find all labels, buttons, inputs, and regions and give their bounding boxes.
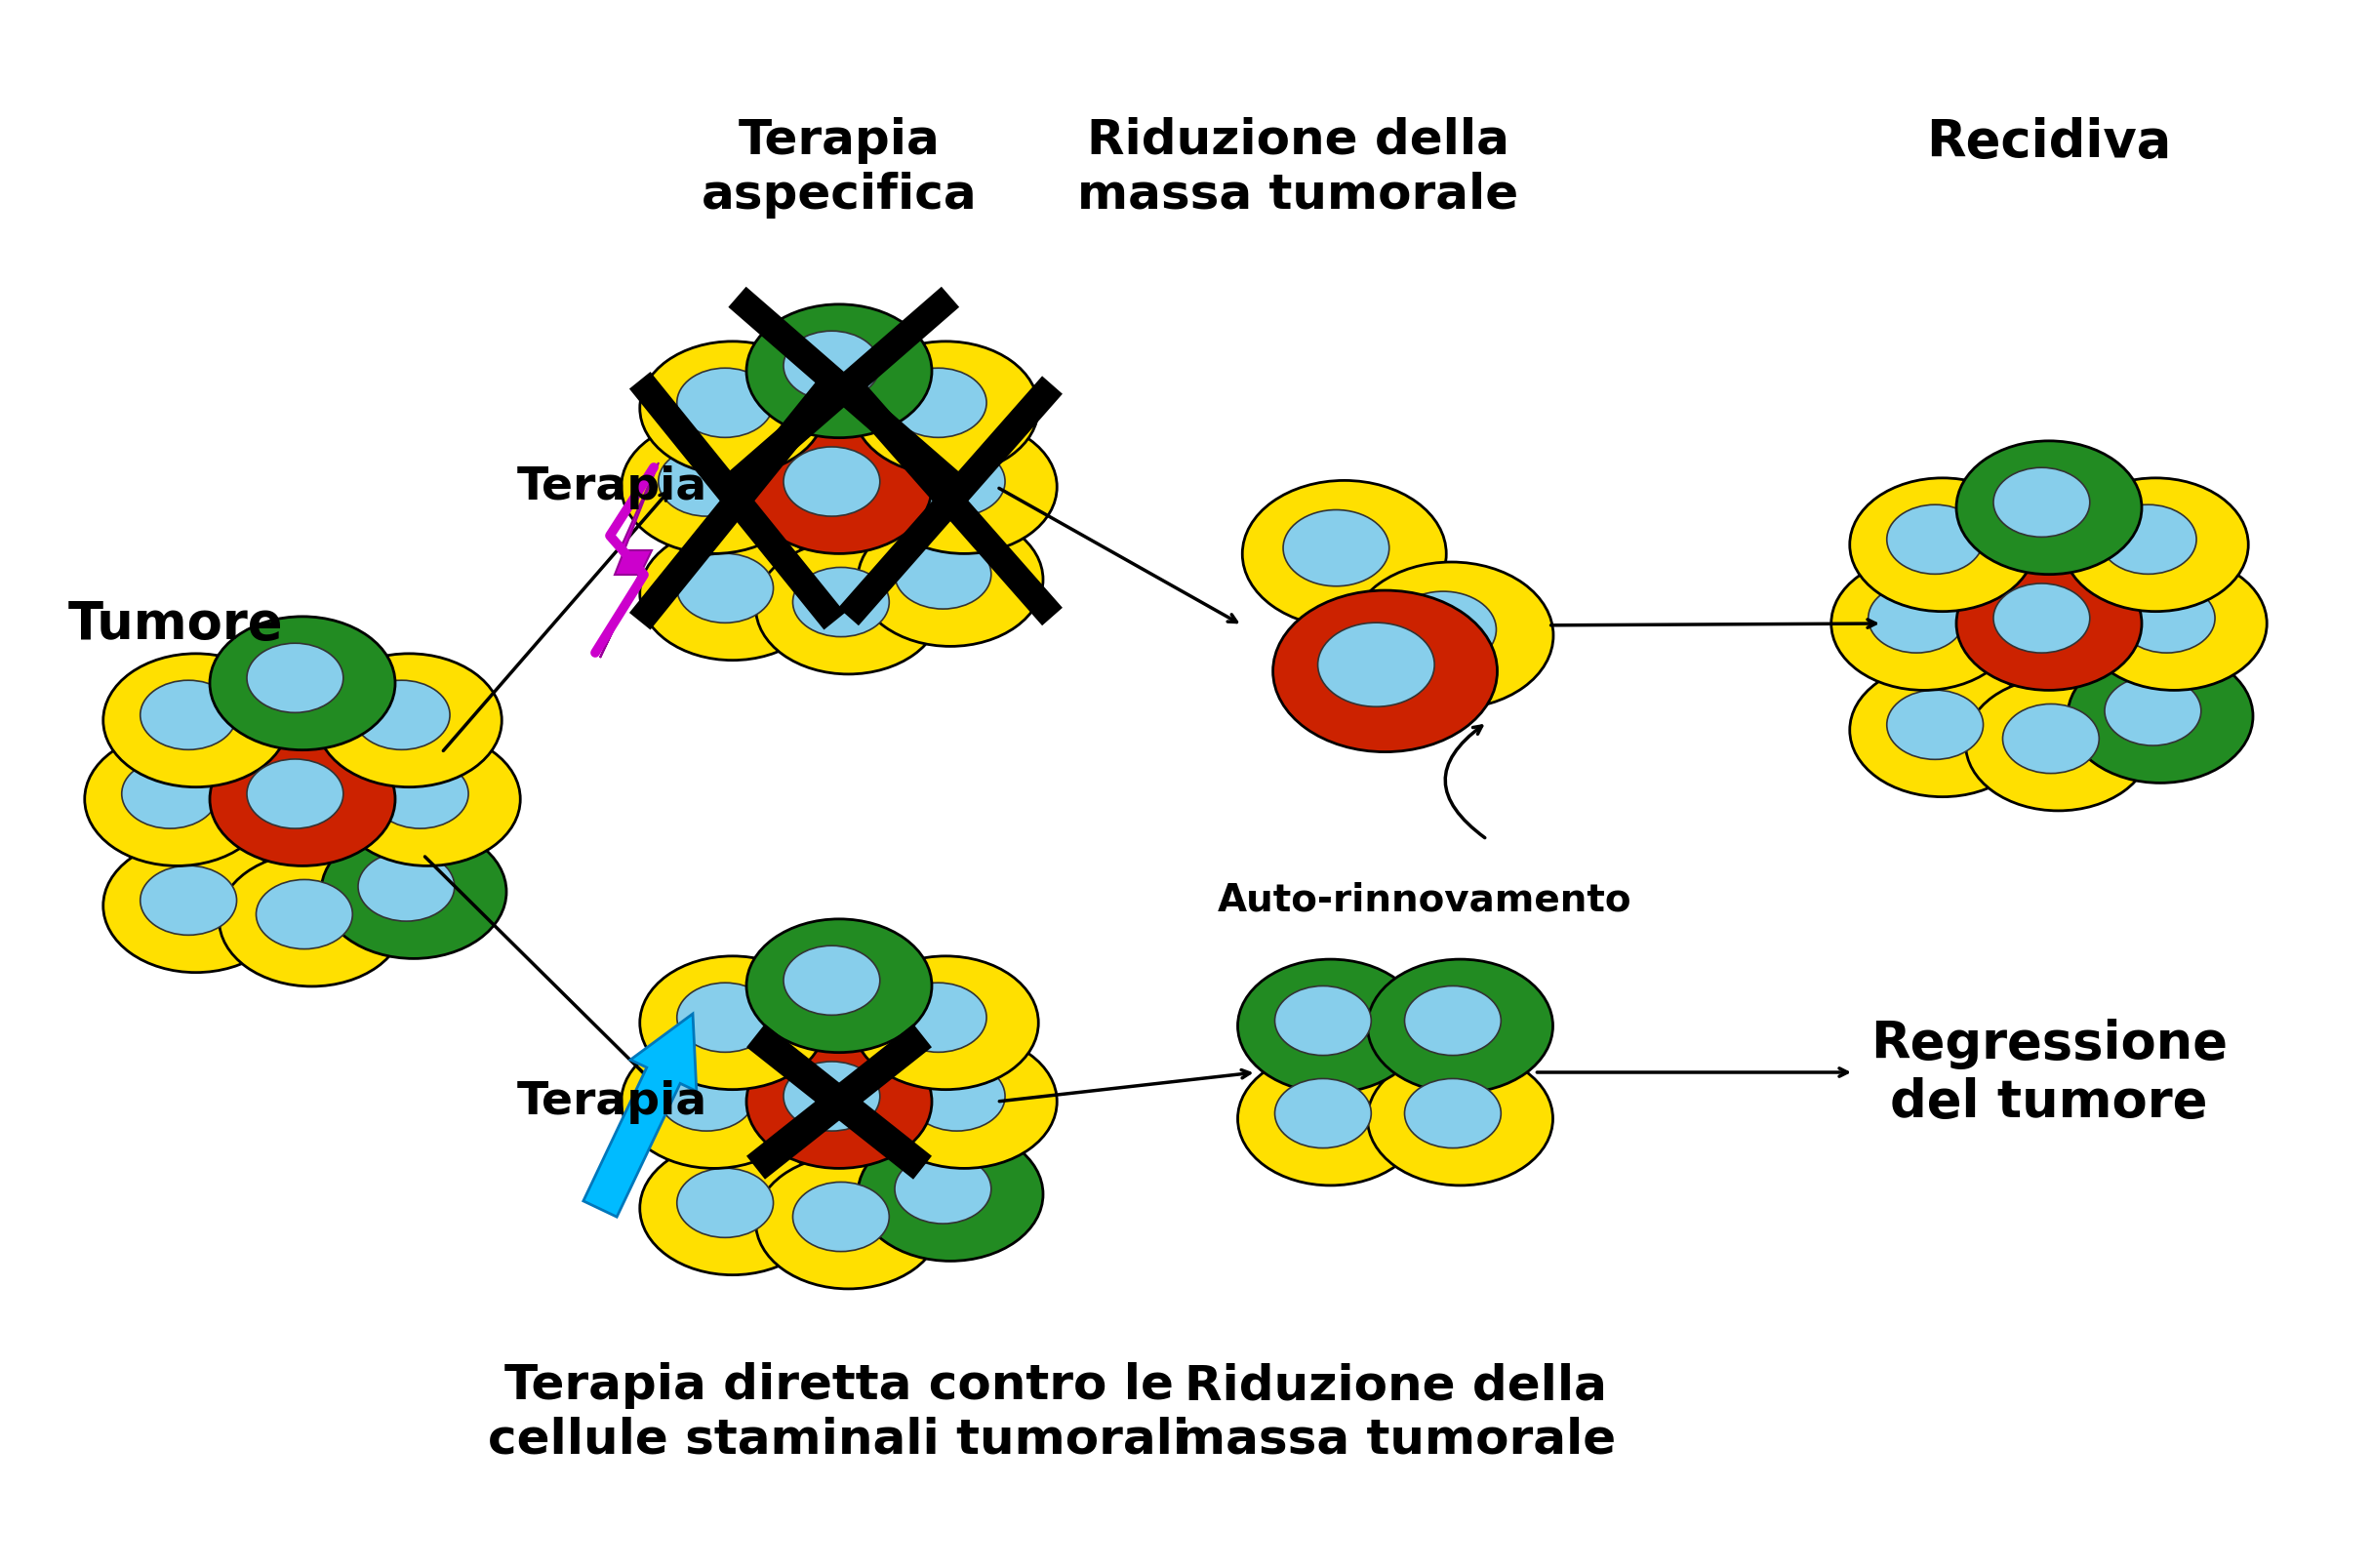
Ellipse shape [1243,481,1447,627]
Ellipse shape [890,983,987,1052]
Ellipse shape [247,644,344,713]
Ellipse shape [1274,986,1371,1055]
Ellipse shape [676,368,773,437]
Ellipse shape [2068,651,2253,784]
Ellipse shape [1850,478,2035,612]
Ellipse shape [747,1035,932,1168]
Ellipse shape [372,759,467,829]
Ellipse shape [1992,469,2090,538]
Ellipse shape [1404,1079,1501,1148]
Text: Terapia
aspecifica: Terapia aspecifica [702,118,977,218]
Ellipse shape [908,447,1006,517]
Polygon shape [600,463,659,659]
Ellipse shape [1238,960,1423,1093]
Ellipse shape [894,1154,991,1225]
Ellipse shape [1992,583,2090,654]
Text: Tumore: Tumore [69,599,282,649]
Ellipse shape [1283,511,1390,586]
Text: Regressione
del tumore: Regressione del tumore [1872,1018,2227,1127]
Ellipse shape [1966,677,2151,811]
Ellipse shape [104,839,289,972]
Ellipse shape [640,342,825,475]
Ellipse shape [1319,622,1435,707]
Ellipse shape [2099,505,2196,575]
Ellipse shape [1274,591,1497,753]
Ellipse shape [2118,583,2215,654]
Ellipse shape [315,654,503,787]
Ellipse shape [334,732,519,866]
Ellipse shape [209,732,396,866]
Ellipse shape [1886,505,1983,575]
Ellipse shape [1369,960,1554,1093]
Ellipse shape [757,541,942,674]
Ellipse shape [783,1062,880,1131]
Ellipse shape [140,681,237,750]
Ellipse shape [747,919,932,1052]
Ellipse shape [1350,563,1554,709]
Ellipse shape [218,853,406,986]
Text: Riduzione della
massa tumorale: Riduzione della massa tumorale [1174,1361,1615,1463]
Ellipse shape [783,946,880,1016]
Ellipse shape [854,956,1039,1090]
Ellipse shape [659,1062,754,1131]
Ellipse shape [871,1035,1058,1168]
Ellipse shape [358,853,455,922]
Ellipse shape [659,447,754,517]
Ellipse shape [676,1168,773,1237]
Ellipse shape [2002,704,2099,775]
Ellipse shape [1831,557,2016,691]
Ellipse shape [894,541,991,610]
Text: Terapia: Terapia [517,466,707,510]
Ellipse shape [1390,593,1497,668]
Ellipse shape [320,825,505,960]
Ellipse shape [2104,677,2201,746]
Ellipse shape [792,568,890,637]
Ellipse shape [859,513,1044,648]
Ellipse shape [1886,690,1983,760]
Ellipse shape [640,527,825,660]
Ellipse shape [747,420,932,554]
Ellipse shape [871,420,1058,554]
Ellipse shape [1850,663,2035,797]
Ellipse shape [859,1127,1044,1261]
Ellipse shape [1369,1052,1554,1185]
Ellipse shape [247,759,344,829]
Ellipse shape [1957,442,2142,575]
Ellipse shape [256,880,353,949]
Ellipse shape [908,1062,1006,1131]
Ellipse shape [2083,557,2268,691]
Ellipse shape [792,1182,890,1251]
Ellipse shape [890,368,987,437]
Ellipse shape [783,447,880,517]
Ellipse shape [1238,1052,1423,1185]
Ellipse shape [140,866,237,936]
Ellipse shape [104,654,289,787]
FancyArrow shape [584,1014,697,1217]
Ellipse shape [353,681,451,750]
Ellipse shape [640,1142,825,1275]
Ellipse shape [757,1156,942,1289]
Ellipse shape [621,1035,806,1168]
Ellipse shape [783,332,880,401]
Ellipse shape [747,306,932,439]
Ellipse shape [121,759,218,829]
Ellipse shape [1869,583,1964,654]
Ellipse shape [85,732,270,866]
Text: Terapia diretta contro le
cellule staminali tumorali: Terapia diretta contro le cellule stamin… [489,1361,1191,1463]
Text: Recidiva: Recidiva [1926,118,2173,168]
Ellipse shape [676,983,773,1052]
Text: Terapia: Terapia [517,1080,707,1124]
Ellipse shape [676,554,773,624]
Ellipse shape [1274,1079,1371,1148]
Ellipse shape [640,956,825,1090]
Text: Auto-rinnovamento: Auto-rinnovamento [1217,881,1632,917]
Ellipse shape [209,618,396,751]
Ellipse shape [1957,557,2142,691]
Ellipse shape [2064,478,2249,612]
Ellipse shape [1404,986,1501,1055]
Text: Riduzione della
massa tumorale: Riduzione della massa tumorale [1077,118,1518,218]
Ellipse shape [621,420,806,554]
Ellipse shape [854,342,1039,475]
